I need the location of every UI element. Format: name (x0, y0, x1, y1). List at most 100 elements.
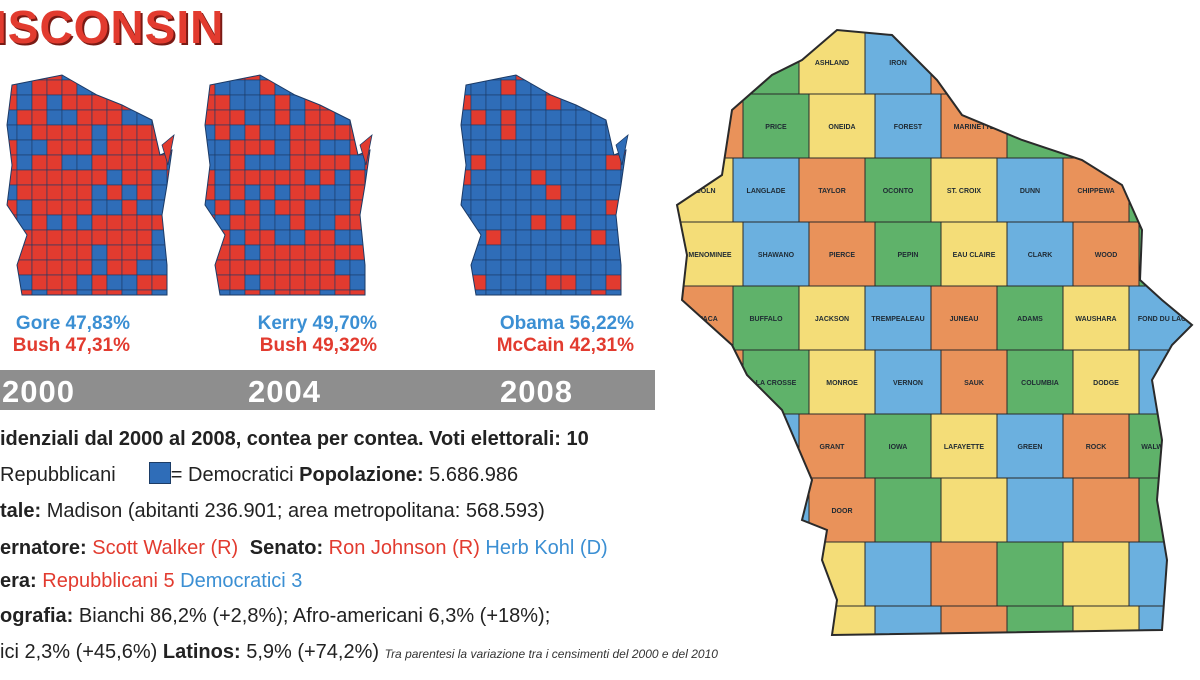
county-cell (61, 244, 78, 261)
county-cell (620, 259, 626, 276)
county-shape (996, 541, 1064, 607)
county-cell (46, 199, 63, 216)
county-cell (91, 274, 108, 291)
county-cell (205, 244, 216, 261)
county-cell (91, 154, 108, 171)
county-label: SAUK (964, 380, 984, 387)
county-cell (259, 139, 276, 156)
county-cell (485, 229, 502, 246)
county-cell (304, 214, 321, 231)
county-cell (304, 244, 321, 261)
county-cell (61, 75, 78, 81)
county-cell (229, 274, 246, 291)
latinos-label: Latinos: (162, 641, 241, 663)
county-cell (289, 214, 306, 231)
county-cell (7, 244, 18, 261)
county-label: MARATHON (1142, 188, 1182, 195)
county-shape (732, 157, 800, 223)
county-cell (545, 289, 562, 295)
county-cell (214, 139, 231, 156)
county-cell (31, 259, 48, 276)
county-label: WOOD (1095, 252, 1118, 259)
county-cell (205, 229, 216, 246)
county-label: GRANT (820, 444, 846, 451)
county-cell (620, 124, 626, 141)
county-cell (31, 124, 48, 141)
county-cell (515, 274, 532, 291)
county-cell (259, 75, 276, 81)
county-shape (742, 605, 810, 635)
county-cell (106, 169, 123, 186)
county-label: VILAS (954, 60, 975, 67)
county-cell (46, 79, 63, 96)
county-cell (205, 289, 216, 295)
county-cell (61, 289, 78, 295)
county-cell (319, 124, 336, 141)
county-cell (61, 154, 78, 171)
county-label: IRON (889, 60, 907, 67)
county-cell (515, 199, 532, 216)
county-cell (76, 75, 93, 81)
county-cell (560, 79, 577, 96)
county-cell (319, 274, 336, 291)
door-peninsula (359, 133, 373, 166)
county-cell (349, 109, 366, 126)
county-cell (46, 169, 63, 186)
county-cell (515, 169, 532, 186)
county-cell (259, 124, 276, 141)
county-cell (121, 184, 138, 201)
county-cell (274, 139, 291, 156)
county-label: KENOSHA (692, 508, 727, 515)
county-cell (151, 154, 168, 171)
county-cell (349, 79, 366, 96)
legend-rep-label: Repubblicani (0, 464, 116, 486)
house-label: era: (0, 570, 37, 592)
county-label: BAYFIELD (749, 60, 783, 67)
county-cell (151, 169, 168, 186)
county-cell (349, 169, 366, 186)
county-label: BARRON (1091, 124, 1122, 131)
county-cell (229, 244, 246, 261)
county-cell (461, 199, 472, 216)
county-cell (205, 75, 216, 81)
county-shape (677, 477, 744, 543)
county-cell (560, 229, 577, 246)
county-cell (289, 184, 306, 201)
county-cell (500, 154, 517, 171)
county-cell (166, 274, 172, 291)
result-2008: Obama 56,22% McCain 42,31% (462, 313, 634, 357)
county-cell (61, 229, 78, 246)
county-cell (560, 214, 577, 231)
county-cell (560, 259, 577, 276)
county-cell (46, 244, 63, 261)
county-cell (590, 229, 607, 246)
county-cell (500, 244, 517, 261)
county-cell (61, 214, 78, 231)
county-cell (575, 139, 592, 156)
county-cell (244, 244, 261, 261)
county-shape (732, 30, 800, 95)
county-cell (259, 289, 276, 295)
county-cell (289, 274, 306, 291)
county-cell (304, 274, 321, 291)
county-cell (470, 75, 487, 81)
dem-result-2008: Obama 56,22% (499, 313, 634, 334)
county-cell (31, 79, 48, 96)
county-cell (319, 154, 336, 171)
county-cell (166, 184, 172, 201)
county-cell (274, 289, 291, 295)
door-peninsula (615, 133, 629, 166)
county-cell (605, 79, 622, 96)
county-cell (244, 154, 261, 171)
county-cell (470, 124, 487, 141)
county-cell (7, 109, 18, 126)
county-cell (31, 75, 48, 81)
county-cell (106, 244, 123, 261)
county-cell (274, 154, 291, 171)
county-cell (274, 244, 291, 261)
county-cell (205, 124, 216, 141)
county-label: PIERCE (829, 252, 855, 259)
county-cell (136, 154, 153, 171)
county-cell (500, 109, 517, 126)
county-shape (742, 477, 810, 543)
